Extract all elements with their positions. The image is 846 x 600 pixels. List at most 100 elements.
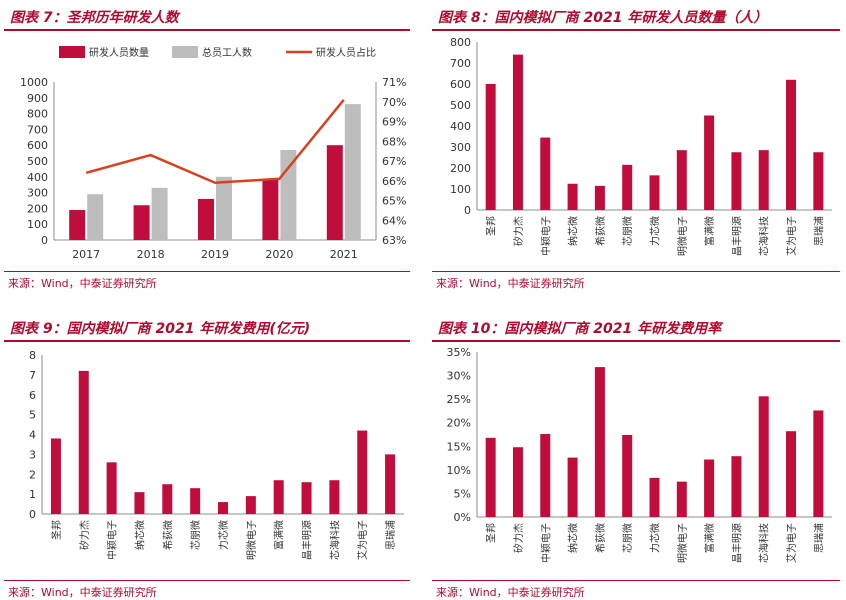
x-tick-label: 芯朋微 <box>621 216 634 246</box>
source-divider <box>4 580 410 581</box>
bar-rd-staff <box>198 198 214 240</box>
y-tick-label: 4 <box>29 429 36 442</box>
y-tick-label: 6 <box>29 389 36 402</box>
x-tick-label: 力芯微 <box>649 216 662 246</box>
x-tick-label: 纳芯微 <box>567 523 580 553</box>
y-tick-label: 10% <box>447 464 471 477</box>
y-tick-label: 1 <box>29 488 36 501</box>
y-tick-label: 100 <box>27 218 48 231</box>
bar <box>622 164 633 210</box>
y-tick-label: 700 <box>27 123 48 136</box>
x-tick-label: 芯海科技 <box>758 216 771 256</box>
panel-title-bar: 图表 7：圣邦历年研发人数 <box>4 4 410 31</box>
x-tick-label: 纳芯微 <box>567 216 580 246</box>
x-tick-label: 纳芯微 <box>133 520 146 550</box>
bar <box>540 137 551 210</box>
x-tick-label: 芯朋微 <box>189 520 202 550</box>
bar <box>540 434 551 517</box>
bar <box>567 183 578 210</box>
x-tick-label: 思瑞浦 <box>812 523 825 553</box>
y-tick-label: 0 <box>29 508 36 521</box>
y-tick-label: 5% <box>454 487 471 500</box>
y-tick-label: 500 <box>27 155 48 168</box>
legend-label: 研发人员占比 <box>316 46 376 59</box>
y-tick-label: 400 <box>450 120 471 133</box>
y-tick-label: 35% <box>447 346 471 359</box>
bar-total-staff <box>344 104 361 241</box>
chart-panel-rd-expense-ratio-2021: 图表 10：国内模拟厂商 2021 年研发费用率 0% 5% 10% 15% 20% 25… <box>432 315 840 600</box>
bar <box>218 502 228 514</box>
bar-rd-staff <box>262 179 279 240</box>
bar <box>786 79 797 210</box>
y-tick-label: 15% <box>447 440 471 453</box>
x-tick-label: 艾为电子 <box>785 523 798 563</box>
bar <box>786 431 797 517</box>
source-divider <box>432 271 840 272</box>
y2-tick-label: 63% <box>382 234 406 247</box>
y2-tick-label: 66% <box>382 175 406 188</box>
bar <box>357 430 368 514</box>
x-tick-label: 富满微 <box>273 520 286 550</box>
bar <box>704 459 715 517</box>
bar <box>758 150 769 210</box>
y-tick-label: 500 <box>450 99 471 112</box>
legend-label: 研发人员数量 <box>89 46 149 59</box>
x-tick-label: 圣邦 <box>485 523 498 543</box>
y-tick-label: 8 <box>29 349 36 362</box>
panel-title: 图表 7：圣邦历年研发人数 <box>10 10 179 26</box>
panel-title-bar: 图表 8：国内模拟厂商 2021 年研发人员数量（人） <box>432 4 840 31</box>
bar-total-staff <box>280 149 297 240</box>
source-note: 来源：Wind，中泰证券研究所 <box>436 277 585 290</box>
y-tick-label: 0 <box>464 204 471 217</box>
panel-title: 图表 10：国内模拟厂商 2021 年研发费用率 <box>438 321 722 337</box>
y-tick-label: 25% <box>447 393 471 406</box>
y-tick-label: 600 <box>450 78 471 91</box>
bar <box>731 456 742 517</box>
y-tick-label: 100 <box>450 183 471 196</box>
y-tick-label: 200 <box>450 162 471 175</box>
source-divider <box>4 271 410 272</box>
x-tick-label: 力芯微 <box>649 523 662 553</box>
source-note: 来源：Wind，中泰证券研究所 <box>8 277 157 290</box>
y2-tick-label: 64% <box>382 214 406 227</box>
bar <box>813 152 824 210</box>
bar <box>301 482 312 514</box>
legend-label: 总员工人数 <box>202 46 252 59</box>
panel-title-bar: 图表 9：国内模拟厂商 2021 年研发费用(亿元) <box>4 315 410 342</box>
x-tick-label: 矽力杰 <box>512 523 525 553</box>
bar-total-staff <box>87 194 104 240</box>
y2-tick-label: 71% <box>382 76 406 89</box>
bar <box>704 115 715 210</box>
y-tick-label: 7 <box>29 369 36 382</box>
x-tick-label: 芯海科技 <box>758 523 771 563</box>
x-tick-label: 2020 <box>265 248 293 261</box>
x-tick-label: 矽力杰 <box>78 520 91 550</box>
y-tick-label: 400 <box>27 171 48 184</box>
x-tick-label: 晶丰明源 <box>730 523 743 563</box>
x-tick-label: 思瑞浦 <box>812 216 825 246</box>
x-tick-label: 晶丰明源 <box>301 520 314 560</box>
x-tick-label: 艾为电子 <box>785 216 798 256</box>
legend-swatch <box>172 46 198 58</box>
y-tick-label: 300 <box>27 187 48 200</box>
y2-tick-label: 70% <box>382 96 406 109</box>
bar <box>676 481 687 517</box>
bar <box>273 480 284 514</box>
x-tick-label: 希荻微 <box>594 216 607 246</box>
bar-rd-staff <box>69 209 86 240</box>
bar <box>594 367 605 517</box>
bar <box>162 484 173 514</box>
x-tick-label: 富满微 <box>703 523 716 553</box>
x-tick-label: 富满微 <box>703 216 716 246</box>
x-tick-label: 中颖电子 <box>106 520 119 560</box>
panel-title: 图表 9：国内模拟厂商 2021 年研发费用(亿元) <box>10 321 311 337</box>
bar-total-staff <box>216 176 232 240</box>
x-tick-label: 晶丰明源 <box>730 216 743 256</box>
chart-1: 研发人员数量 总员工人数 研发人员占比 0 100 200 300 400 500 600 700 8… <box>20 46 406 261</box>
x-tick-label: 2019 <box>201 248 229 261</box>
chart-panel-rd-headcount-2021: 图表 8：国内模拟厂商 2021 年研发人员数量（人） 0 100 200 300 40… <box>432 4 840 291</box>
y2-tick-label: 69% <box>382 116 406 129</box>
bar <box>134 492 145 514</box>
y-tick-label: 3 <box>29 448 36 461</box>
source-note: 来源：Wind，中泰证券研究所 <box>436 586 585 599</box>
